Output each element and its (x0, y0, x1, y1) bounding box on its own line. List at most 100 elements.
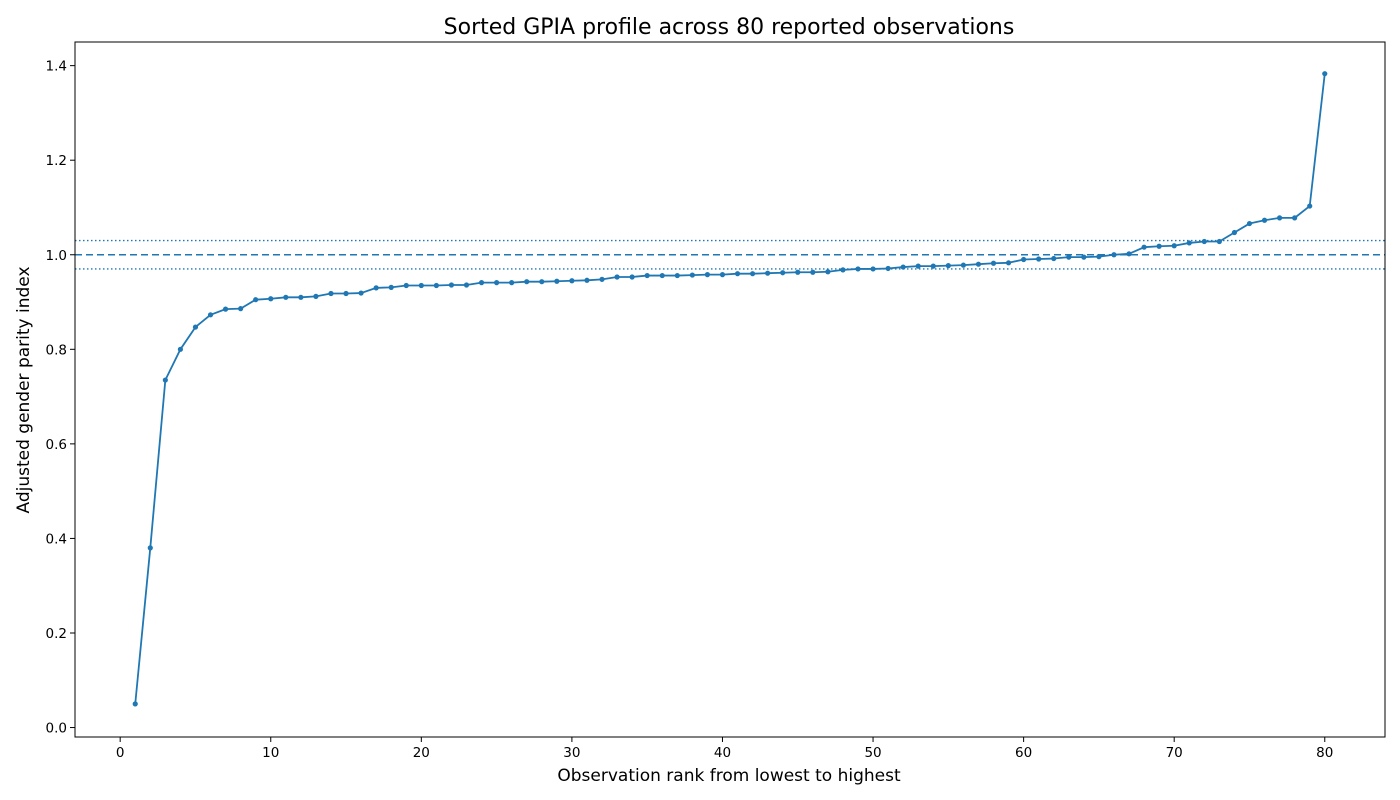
y-tick-label: 1.2 (46, 153, 67, 169)
data-point (719, 272, 726, 278)
data-point (1021, 256, 1027, 263)
data-point (659, 272, 665, 279)
data-point (915, 263, 921, 269)
data-point (403, 282, 409, 289)
data-point (1171, 243, 1177, 249)
data-point (509, 280, 515, 286)
data-point (930, 263, 936, 269)
data-point (554, 278, 560, 284)
data-point (644, 272, 650, 279)
series-line (134, 73, 1326, 704)
data-point (1141, 244, 1147, 250)
data-point (780, 270, 786, 276)
data-point (1081, 254, 1087, 260)
y-axis-label: Adjusted gender parity index (14, 266, 34, 513)
data-point (689, 272, 695, 278)
data-point (192, 324, 199, 330)
data-point (614, 274, 620, 280)
data-point (298, 294, 304, 300)
data-point (463, 282, 470, 288)
data-point (1261, 217, 1268, 223)
x-axis-label: Observation rank from lowest to highest (557, 766, 901, 786)
data-point (132, 701, 138, 707)
data-point (945, 263, 951, 269)
data-point (734, 271, 741, 277)
x-axis: 0 10 20 30 40 50 60 70 80 (116, 737, 1333, 761)
data-point (524, 279, 530, 285)
data-point (1231, 229, 1238, 236)
data-point (810, 269, 816, 275)
data-point (885, 265, 891, 272)
data-point (147, 545, 153, 551)
y-tick-label: 0.0 (46, 721, 67, 737)
data-point (765, 270, 771, 276)
data-point (1005, 260, 1012, 266)
data-point (900, 264, 906, 270)
x-tick-label: 0 (116, 745, 125, 761)
y-tick-label: 1.4 (46, 59, 67, 75)
y-tick-label: 0.4 (46, 531, 67, 547)
y-tick-label: 0.2 (46, 626, 67, 642)
x-tick-label: 20 (413, 745, 430, 761)
data-point (539, 279, 545, 285)
y-tick-label: 0.8 (46, 342, 67, 358)
data-point (870, 266, 876, 272)
data-point (388, 284, 394, 290)
x-tick-label: 60 (1015, 745, 1032, 761)
data-point (177, 346, 184, 352)
data-point (975, 261, 982, 267)
data-point (825, 269, 831, 275)
data-point (674, 272, 680, 279)
data-point (1126, 251, 1132, 257)
data-point (1322, 71, 1328, 77)
data-point (448, 282, 455, 288)
data-point (599, 276, 605, 282)
data-point (283, 294, 289, 300)
data-point (1051, 255, 1057, 262)
data-point (1186, 240, 1192, 246)
y-tick-label: 1.0 (46, 248, 67, 264)
data-point (162, 377, 168, 383)
data-point (704, 272, 711, 278)
data-point (749, 271, 756, 277)
data-point (629, 274, 635, 280)
reference-lines (75, 239, 1385, 270)
data-point (1036, 256, 1042, 262)
data-point (795, 269, 801, 275)
data-point (840, 267, 846, 273)
x-tick-label: 40 (714, 745, 731, 761)
x-tick-label: 10 (262, 745, 279, 761)
x-tick-label: 80 (1316, 745, 1333, 761)
data-point (238, 306, 244, 312)
data-point (373, 285, 379, 291)
data-point (1276, 215, 1283, 221)
series-gpia (132, 71, 1328, 707)
x-tick-label: 50 (864, 745, 881, 761)
data-point (1307, 203, 1313, 209)
x-tick-label: 70 (1166, 745, 1183, 761)
data-point (1246, 220, 1253, 227)
chart-title: Sorted GPIA profile across 80 reported o… (444, 15, 1015, 40)
y-tick-label: 0.6 (46, 437, 67, 453)
data-point (569, 278, 575, 284)
data-point (478, 280, 485, 286)
data-point (328, 290, 334, 297)
data-point (960, 262, 966, 268)
data-point (855, 266, 861, 272)
data-point (1156, 243, 1162, 249)
data-point (343, 290, 349, 297)
data-point (222, 306, 229, 312)
data-point (268, 296, 274, 302)
data-point (207, 312, 214, 318)
data-point (358, 290, 364, 296)
data-point (1292, 215, 1298, 221)
data-point (584, 277, 590, 283)
data-point (494, 280, 500, 286)
data-point (433, 282, 439, 289)
plot-frame (74, 41, 1386, 738)
data-point (253, 297, 259, 303)
data-point (418, 282, 424, 289)
data-point (1111, 252, 1117, 258)
data-point (1201, 238, 1207, 245)
